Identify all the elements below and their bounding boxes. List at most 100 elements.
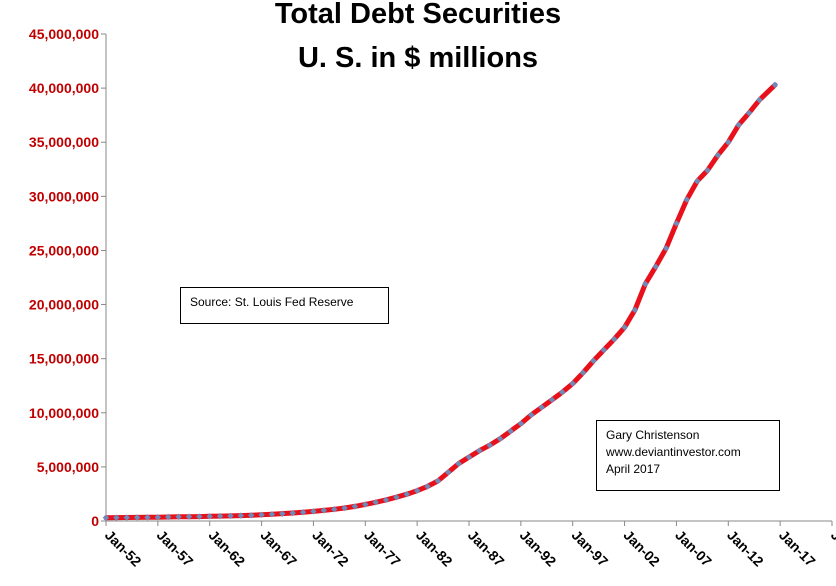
data-point — [683, 196, 690, 203]
data-point — [517, 420, 525, 427]
data-point — [289, 509, 296, 517]
data-point — [341, 504, 348, 512]
chart-title-line-2: U. S. in $ millions — [298, 42, 538, 74]
x-tick-label: Jan-02 — [620, 527, 663, 570]
credit-note: Gary Christenson www.deviantinvestor.com… — [596, 420, 780, 491]
y-tick-labels: 0 5,000,000 10,000,000 15,000,000 20,000,000… — [29, 26, 106, 529]
data-point — [455, 460, 462, 467]
data-point — [279, 510, 286, 517]
data-point — [771, 81, 779, 89]
data-point — [673, 220, 680, 227]
data-point — [600, 346, 608, 354]
data-point — [154, 514, 162, 521]
x-tick-label: Jan-12 — [724, 527, 767, 570]
data-point — [434, 477, 442, 485]
data-point — [735, 121, 742, 129]
y-tick-label: 20,000,000 — [29, 297, 99, 313]
x-tick-label: Jan-07 — [672, 527, 715, 570]
data-point — [621, 324, 628, 331]
data-point — [476, 447, 483, 454]
x-tick-label: Jan-77 — [361, 527, 404, 570]
data-point — [507, 427, 514, 435]
credit-name: Gary Christenson — [606, 428, 700, 442]
x-tick-label: Jan-87 — [465, 527, 508, 570]
x-tick-label: Jan-62 — [206, 527, 249, 570]
data-point — [268, 511, 276, 518]
data-point — [113, 514, 120, 521]
source-note: Source: St. Louis Fed Reserve — [180, 287, 389, 324]
x-tick-label: Jan-52 — [102, 527, 145, 570]
series-total-debt — [102, 81, 779, 521]
x-tick-label: Jan-22 — [828, 527, 836, 570]
data-point — [590, 357, 597, 365]
data-point — [227, 512, 234, 520]
data-point — [486, 442, 493, 449]
credit-date: April 2017 — [606, 462, 661, 476]
x-tick-label: Jan-97 — [569, 527, 612, 570]
y-tick-label: 45,000,000 — [29, 26, 99, 42]
data-point — [165, 513, 172, 521]
data-point — [351, 503, 359, 510]
x-tick-label: Jan-92 — [517, 527, 560, 570]
data-point — [320, 507, 327, 514]
data-point — [393, 493, 400, 501]
data-point — [310, 508, 317, 515]
x-tick-label: Jan-57 — [154, 527, 197, 570]
data-point — [445, 469, 452, 476]
data-point — [652, 263, 659, 270]
data-point — [528, 411, 535, 419]
y-tick-label: 25,000,000 — [29, 242, 99, 258]
x-tick-label: Jan-82 — [413, 527, 456, 570]
data-point — [611, 335, 618, 343]
data-point — [413, 487, 421, 494]
data-point — [693, 177, 701, 185]
credit-website: www.deviantinvestor.com — [606, 445, 741, 459]
data-point — [496, 435, 504, 442]
data-point — [185, 513, 193, 520]
data-point — [175, 513, 182, 520]
data-point — [465, 453, 473, 461]
data-point — [725, 139, 732, 146]
x-tick-label: Jan-67 — [257, 527, 300, 570]
y-tick-label: 30,000,000 — [29, 188, 99, 204]
data-point — [123, 514, 130, 521]
x-tick-label: Jan-17 — [776, 527, 819, 570]
data-point — [258, 511, 265, 519]
data-point — [631, 306, 639, 314]
data-point — [714, 152, 722, 159]
data-point — [133, 514, 141, 521]
data-point — [216, 512, 224, 520]
data-point — [745, 109, 753, 117]
chart-title-line-1: Total Debt Securities — [275, 0, 561, 30]
data-point — [704, 167, 711, 174]
data-point — [559, 389, 566, 396]
data-point — [424, 483, 431, 490]
data-point — [756, 96, 763, 104]
x-tick-labels: Jan-52 Jan-57 Jan-62 Jan-67 Jan-72 Jan-77 Jan-… — [102, 521, 836, 570]
data-point — [662, 245, 670, 252]
y-tick-label: 10,000,000 — [29, 405, 99, 421]
data-point — [538, 404, 545, 411]
data-point — [206, 513, 213, 520]
y-tick-label: 0 — [91, 513, 99, 529]
source-text: Source: St. Louis Fed Reserve — [190, 295, 354, 309]
y-tick-label: 5,000,000 — [37, 459, 99, 475]
data-point — [299, 509, 307, 516]
data-point — [569, 380, 576, 387]
y-tick-label: 40,000,000 — [29, 80, 99, 96]
data-point — [330, 506, 338, 513]
data-point — [579, 369, 587, 376]
data-point — [382, 496, 390, 504]
data-point — [362, 501, 369, 508]
data-point — [196, 513, 203, 520]
data-point — [144, 514, 151, 521]
data-point — [372, 499, 379, 506]
data-point — [248, 512, 255, 519]
y-tick-label: 35,000,000 — [29, 134, 99, 150]
y-tick-label: 15,000,000 — [29, 351, 99, 367]
data-point — [548, 396, 556, 403]
x-tick-label: Jan-72 — [309, 527, 352, 570]
data-point — [642, 280, 649, 288]
